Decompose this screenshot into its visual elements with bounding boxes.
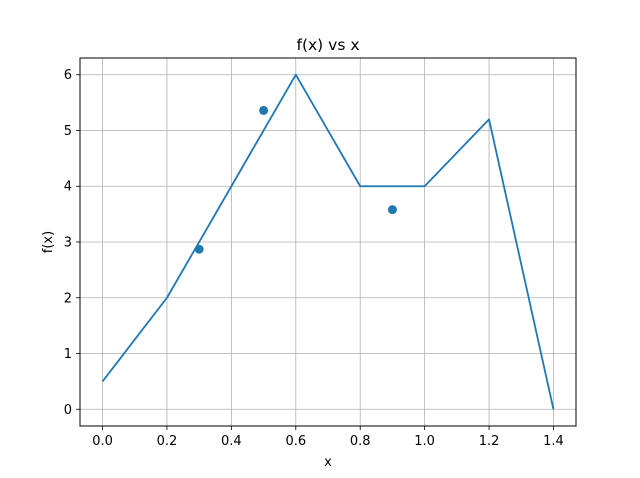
y-axis-title: f(x) [41,231,56,253]
scatter-point [259,105,269,115]
y-tick-label: 6 [64,68,72,83]
chart-title: f(x) vs x [297,36,360,54]
scatter-point [387,205,397,215]
x-tick-label: 0.6 [285,434,306,449]
x-tick-label: 1.0 [414,434,435,449]
y-tick-label: 3 [64,236,72,251]
x-tick-label: 1.4 [543,434,564,449]
y-tick-label: 5 [64,124,72,139]
x-tick-label: 1.2 [479,434,500,449]
x-tick-label: 0.0 [92,434,113,449]
y-tick-label: 4 [64,180,72,195]
tick-layer: 0.0 0.2 0.4 0.6 0.8 1.0 1.2 1.4 0 1 2 3 4 5 6 [64,68,564,449]
x-tick-label: 0.2 [157,434,178,449]
grid-layer [80,58,576,426]
series-line [101,73,555,410]
y-tick-label: 1 [64,347,72,362]
scatter-point [194,244,204,254]
y-tick-label: 2 [64,291,72,306]
x-tick-label: 0.4 [221,434,242,449]
x-tick-label: 0.8 [350,434,371,449]
series-layer [101,73,555,410]
y-tick-label: 0 [64,403,72,418]
x-axis-title: x [324,455,332,470]
